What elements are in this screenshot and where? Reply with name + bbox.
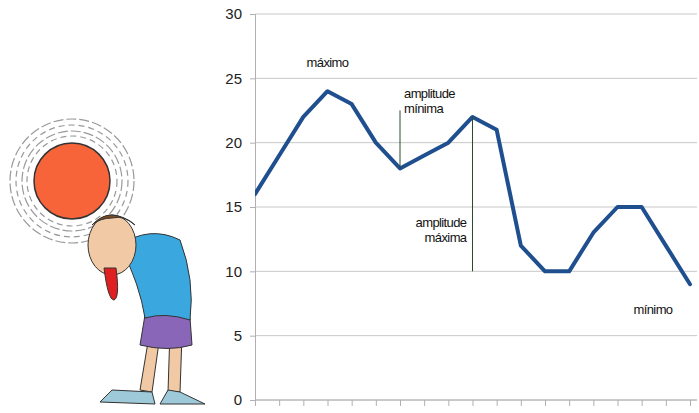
y-tick-mark [250, 336, 255, 337]
x-tick [690, 400, 691, 406]
x-tick-mark [424, 400, 425, 406]
line [255, 91, 690, 284]
y-tick-mark [250, 78, 255, 79]
x-tick-mark [666, 400, 667, 406]
x-tick-mark [593, 400, 594, 406]
x-tick-mark [642, 400, 643, 406]
grid-line [255, 78, 697, 79]
y-tick: 5 [234, 327, 255, 344]
x-tick [569, 400, 570, 406]
x-tick [255, 400, 256, 406]
illustration [10, 119, 205, 404]
annotation: amplitudemáxima [416, 215, 468, 245]
x-tick-mark [279, 400, 280, 406]
grid-line [255, 14, 697, 15]
y-tick: 10 [225, 263, 255, 280]
y-axis: 0 5 10 15 20 25 30 [225, 5, 255, 408]
x-tick [424, 400, 425, 406]
x-tick [376, 400, 377, 406]
grid-line [255, 271, 697, 272]
x-tick [400, 400, 401, 406]
sun-ray [27, 136, 117, 226]
annotations: máximo amplitudemínima amplitudemáxima míni… [307, 55, 673, 317]
y-tick-mark [250, 400, 255, 401]
x-tick [328, 400, 329, 406]
x-tick [448, 400, 449, 406]
y-tick-mark [250, 14, 255, 15]
annotation: máximo [307, 55, 349, 70]
y-tick: 30 [225, 5, 255, 22]
annotation-line [472, 117, 473, 271]
y-tick-mark [250, 271, 255, 272]
x-tick-mark [328, 400, 329, 406]
x-axis-line [255, 400, 697, 401]
x-tick-mark [352, 400, 353, 406]
x-tick-mark [545, 400, 546, 406]
y-tick-mark [250, 207, 255, 208]
x-tick-mark [400, 400, 401, 406]
y-tick: 15 [225, 198, 255, 215]
annotation-line [400, 110, 401, 168]
y-tick-label: 15 [225, 198, 242, 215]
y-tick-label: 0 [234, 391, 242, 408]
x-tick [618, 400, 619, 406]
y-tick-label: 10 [225, 263, 242, 280]
annotation: mínimo [633, 302, 672, 317]
shoes [100, 390, 205, 404]
x-tick-mark [473, 400, 474, 406]
x-tick [666, 400, 667, 406]
x-tick [497, 400, 498, 406]
x-tick [521, 400, 522, 406]
x-axis [255, 400, 697, 406]
x-tick [545, 400, 546, 406]
x-tick-mark [690, 400, 691, 406]
hair [92, 215, 135, 225]
x-tick [279, 400, 280, 406]
chart: 0 5 10 15 20 25 30 máximo amplitudemínima amplitu… [0, 0, 699, 413]
y-tick-label: 30 [225, 5, 242, 22]
annotation: amplitudemínima [404, 86, 455, 116]
x-tick-mark [569, 400, 570, 406]
y-tick-label: 5 [234, 327, 242, 344]
plot-area [255, 91, 690, 284]
tongue [104, 268, 118, 300]
x-tick-mark [618, 400, 619, 406]
y-tick: 0 [234, 391, 255, 408]
grid [255, 14, 697, 400]
grid-line [255, 335, 697, 336]
grid-line [255, 400, 697, 401]
x-tick-mark [497, 400, 498, 406]
y-tick-label: 20 [225, 134, 242, 151]
x-tick [303, 400, 304, 406]
x-tick [642, 400, 643, 406]
sun [34, 143, 110, 219]
grid-line [255, 142, 697, 143]
y-tick-label: 25 [225, 70, 242, 87]
head [88, 215, 136, 275]
x-tick-mark [376, 400, 377, 406]
x-tick-mark [448, 400, 449, 406]
x-tick [352, 400, 353, 406]
x-tick-mark [255, 400, 256, 406]
x-tick-mark [521, 400, 522, 406]
y-axis-line [250, 15, 256, 401]
x-tick-mark [303, 400, 304, 406]
x-tick [593, 400, 594, 406]
y-tick-mark [250, 143, 255, 144]
x-tick [473, 400, 474, 406]
y-tick: 20 [225, 134, 255, 151]
y-tick: 25 [225, 70, 255, 87]
